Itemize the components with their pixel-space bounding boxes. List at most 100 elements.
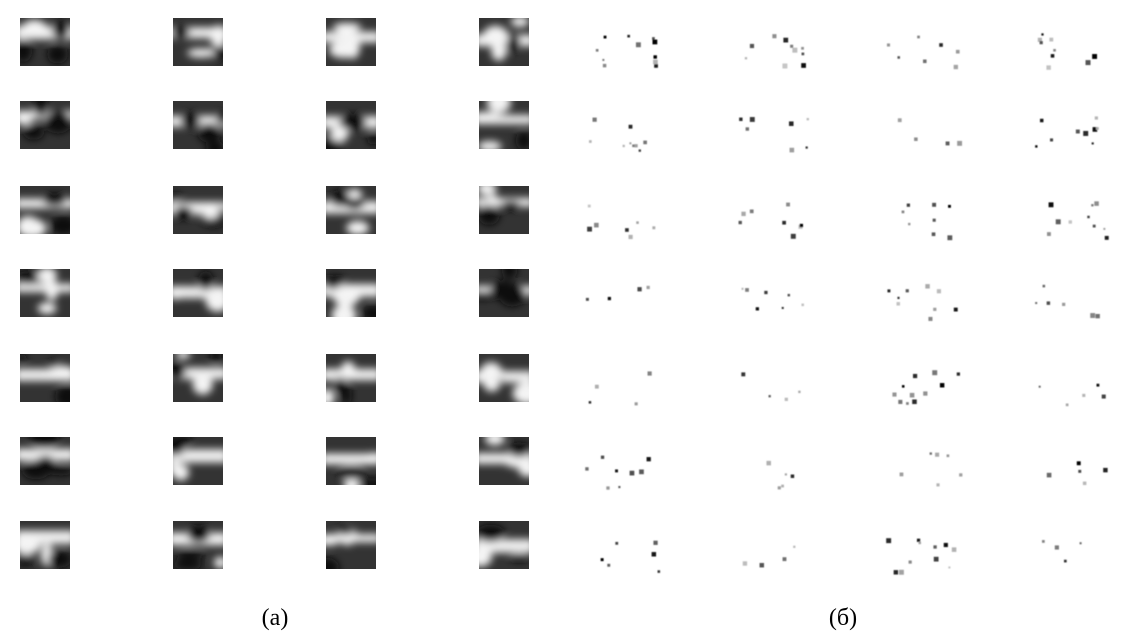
- activation-dot: [1086, 60, 1091, 65]
- activation-dot: [1043, 285, 1046, 288]
- activation-dot: [772, 34, 776, 38]
- activation-dot: [648, 371, 652, 375]
- activation-dot: [629, 125, 633, 129]
- blob: [210, 345, 221, 364]
- activation-dot: [956, 50, 960, 54]
- blob: [170, 288, 182, 300]
- activation-dot: [1083, 482, 1086, 485]
- blob: [176, 350, 190, 359]
- feature-thumbnail: [15, 267, 75, 317]
- activation-dot: [1040, 119, 1043, 122]
- activation-dot: [947, 454, 950, 457]
- activation-dot: [786, 203, 790, 207]
- blob: [52, 20, 69, 39]
- thumbnail-content: [13, 18, 75, 66]
- activation-dot: [634, 144, 637, 147]
- activation-thumbnail: [743, 546, 796, 568]
- feature-thumbnail: [474, 432, 537, 485]
- activation-dot: [932, 370, 937, 375]
- thumbnail-content: [469, 521, 534, 569]
- activation-thumbnail: [900, 452, 963, 486]
- caption-right: (б): [829, 605, 857, 631]
- activation-dot: [925, 284, 929, 288]
- activation-thumbnail: [898, 118, 962, 146]
- thumbnail-content: [321, 186, 381, 235]
- activation-dot: [654, 64, 658, 68]
- blob: [505, 458, 533, 468]
- activation-dot: [807, 118, 809, 120]
- activation-thumbnail: [739, 117, 809, 152]
- feature-thumbnail: [13, 521, 75, 569]
- blob: [478, 205, 500, 225]
- thumbnail-content: [15, 426, 75, 485]
- thumbnail-content: [474, 354, 542, 404]
- activation-dot: [652, 37, 655, 40]
- blob: [30, 426, 59, 448]
- activation-thumbnail: [902, 203, 953, 240]
- thumbnail-content: [313, 521, 381, 577]
- thumbnail-content: [321, 269, 386, 327]
- activation-dot: [623, 145, 625, 147]
- activation-dot: [1095, 116, 1098, 119]
- blob: [16, 117, 32, 125]
- blob: [176, 550, 204, 558]
- activation-dot: [587, 227, 592, 232]
- blob: [335, 377, 347, 394]
- thumbnail-content: [168, 186, 228, 234]
- activation-thumbnail: [892, 370, 960, 405]
- blob: [320, 389, 335, 407]
- activation-thumbnail: [766, 461, 794, 490]
- thumbnail-content: [15, 186, 76, 238]
- feature-thumbnail: [313, 521, 381, 577]
- activation-dot: [653, 55, 656, 58]
- activation-dot: [750, 117, 755, 122]
- blob: [45, 279, 58, 300]
- figure: (а) (б): [0, 0, 1124, 642]
- feature-thumbnail: [471, 91, 534, 152]
- activation-dot: [781, 485, 784, 488]
- activation-dot: [898, 400, 902, 404]
- activation-thumbnail: [1047, 461, 1108, 485]
- thumbnail-content: [168, 269, 229, 317]
- activation-dot: [783, 38, 788, 43]
- activation-dot: [894, 570, 898, 574]
- activation-dot: [887, 289, 890, 292]
- activation-dot: [595, 385, 599, 389]
- activation-dot: [628, 235, 632, 239]
- activation-thumbnail: [601, 541, 660, 573]
- activation-dot: [1035, 302, 1037, 304]
- activation-dot: [959, 473, 962, 476]
- activation-thumbnail: [1035, 285, 1100, 318]
- activation-dot: [790, 148, 795, 153]
- blob: [171, 26, 190, 39]
- feature-thumbnail: [13, 18, 75, 66]
- activation-dot: [653, 40, 658, 45]
- activation-dot: [918, 542, 921, 545]
- activation-dot: [593, 118, 597, 122]
- activation-thumbnail: [1038, 33, 1097, 69]
- blob: [45, 110, 72, 133]
- activation-dot: [897, 56, 900, 59]
- blob: [22, 20, 47, 37]
- activation-maps-panel: [585, 33, 1108, 574]
- activation-dot: [743, 561, 747, 565]
- activation-dot: [1103, 468, 1107, 472]
- activation-dot: [800, 224, 803, 227]
- blob: [365, 452, 385, 461]
- blob: [360, 478, 387, 489]
- blob: [167, 363, 186, 379]
- blob: [17, 216, 40, 237]
- feature-thumbnail: [15, 186, 76, 238]
- feature-thumbnail: [321, 186, 381, 235]
- activation-dot: [1087, 216, 1089, 218]
- activation-dot: [1082, 394, 1085, 397]
- activation-dot: [594, 223, 599, 228]
- activation-dot: [912, 399, 917, 404]
- activation-dot: [739, 118, 742, 121]
- activation-dot: [764, 291, 767, 294]
- feature-thumbnail: [168, 521, 228, 570]
- activation-dot: [1066, 403, 1069, 406]
- activation-dot: [1103, 228, 1105, 230]
- blob: [13, 535, 40, 554]
- activation-dot: [601, 456, 604, 459]
